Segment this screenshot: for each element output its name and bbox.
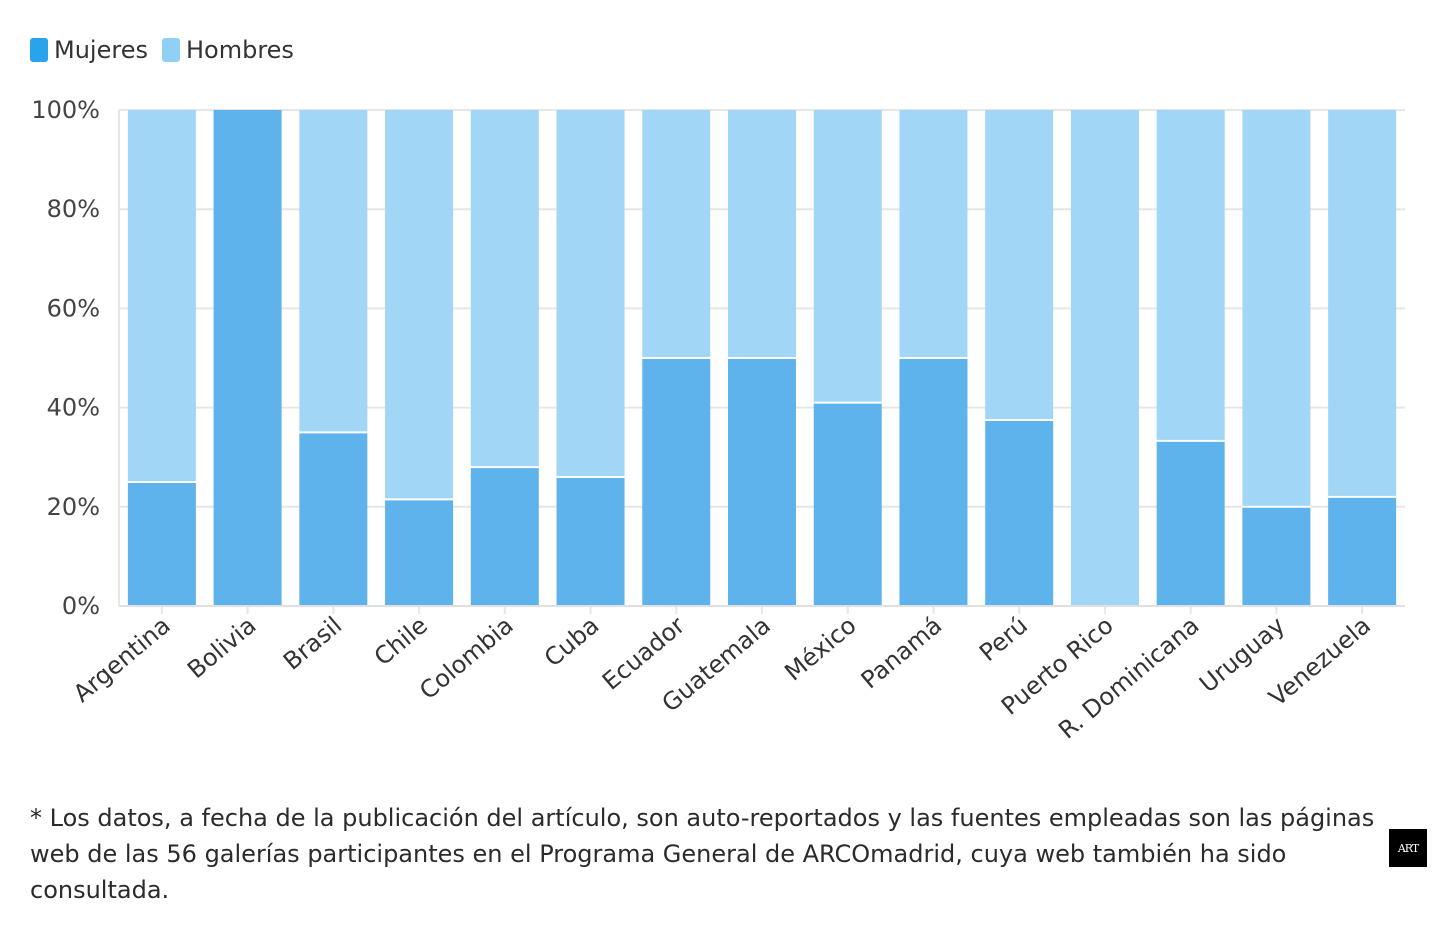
legend: Mujeres Hombres xyxy=(30,36,294,64)
x-tick-label-colombia: Colombia xyxy=(414,611,518,705)
x-tick-label-bolivia: Bolivia xyxy=(182,611,261,684)
logo-text: ART xyxy=(1397,841,1419,855)
bar-hombres-chile xyxy=(385,110,454,500)
bar-mujeres-argentina xyxy=(127,482,196,606)
y-tick-label-60: 60% xyxy=(47,294,100,322)
bar-hombres-cuba xyxy=(556,110,625,478)
bar-mujeres-uruguay xyxy=(1242,506,1311,606)
bar-hombres-argentina xyxy=(127,110,196,482)
art-logo: ART xyxy=(1389,829,1427,867)
legend-item-mujeres[interactable]: Mujeres xyxy=(30,36,148,64)
bar-mujeres-guatemala xyxy=(728,358,796,606)
bar-hombres-ecuador xyxy=(642,110,711,358)
bar-hombres-panama xyxy=(899,110,968,358)
bar-hombres-r-dominicana xyxy=(1156,110,1225,441)
y-tick-label-80: 80% xyxy=(47,195,100,223)
bar-mujeres-peru xyxy=(985,420,1054,606)
x-tick-label-brasil: Brasil xyxy=(278,611,347,675)
bar-mujeres-ecuador xyxy=(642,358,711,606)
legend-item-hombres[interactable]: Hombres xyxy=(161,36,294,64)
x-tick-label-mexico: México xyxy=(779,611,861,686)
stacked-bar-chart: 0% 20% 40% 60% 80% 100% Argentina Bolivia Brasil… xyxy=(31,96,1405,744)
y-tick-label-40: 40% xyxy=(47,394,100,422)
bar-hombres-guatemala xyxy=(728,110,796,358)
bar-mujeres-chile xyxy=(385,499,454,606)
legend-label-mujeres: Mujeres xyxy=(54,36,148,64)
bar-mujeres-panama xyxy=(899,358,968,606)
x-tick-label-chile: Chile xyxy=(369,611,433,671)
bar-hombres-brasil xyxy=(299,110,368,433)
bar-hombres-colombia xyxy=(470,110,539,468)
bar-hombres-mexico xyxy=(813,110,882,403)
bar-hombres-uruguay xyxy=(1242,110,1311,507)
bar-mujeres-venezuela xyxy=(1328,496,1397,606)
bar-mujeres-brasil xyxy=(299,432,368,606)
x-tick-label-panama: Panamá xyxy=(856,611,948,694)
y-tick-label-20: 20% xyxy=(47,493,100,521)
x-tick-label-peru: Perú xyxy=(974,611,1033,667)
footnote: * Los datos, a fecha de la publicación d… xyxy=(30,804,1375,904)
y-tick-label-100: 100% xyxy=(31,96,100,124)
bar-hombres-peru xyxy=(985,110,1054,420)
x-tick-label-cuba: Cuba xyxy=(539,611,604,672)
bar-mujeres-bolivia xyxy=(213,110,282,606)
y-tick-label-0: 0% xyxy=(62,592,100,620)
x-tick-label-argentina: Argentina xyxy=(68,611,176,708)
legend-label-hombres: Hombres xyxy=(185,36,294,64)
bar-hombres-venezuela xyxy=(1328,110,1397,497)
bar-mujeres-colombia xyxy=(470,467,539,606)
bar-mujeres-cuba xyxy=(556,477,625,606)
bar-hombres-puerto-rico xyxy=(1070,110,1139,606)
legend-swatch-hombres xyxy=(161,38,180,62)
legend-swatch-mujeres xyxy=(30,38,48,62)
bar-mujeres-mexico xyxy=(813,402,882,606)
bar-mujeres-r-dominicana xyxy=(1156,440,1225,606)
